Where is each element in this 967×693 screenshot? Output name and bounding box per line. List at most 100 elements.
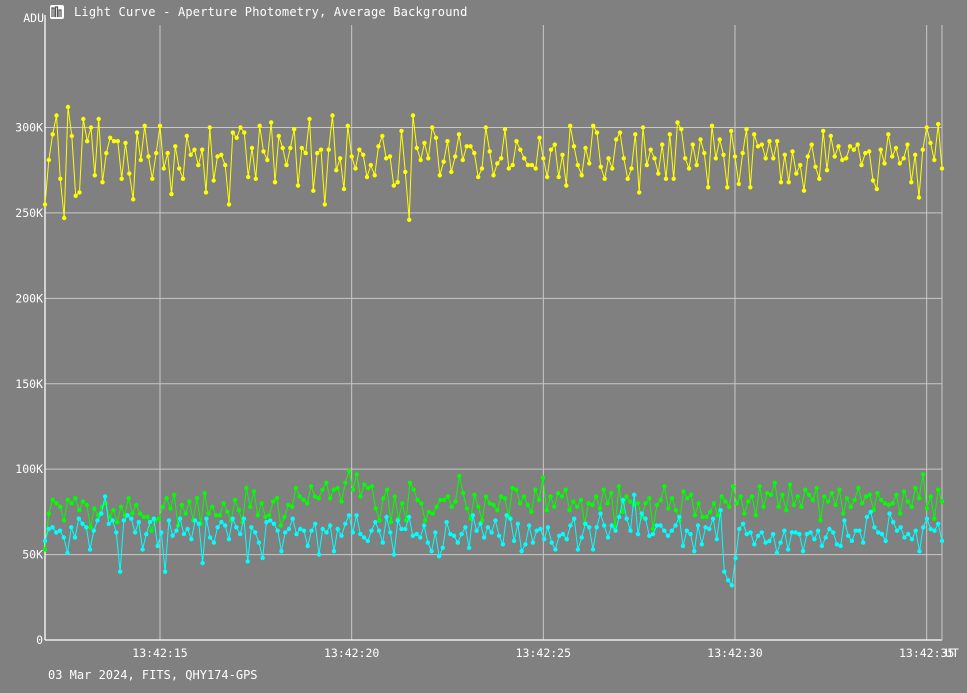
data-point <box>411 487 416 492</box>
data-point <box>57 528 63 533</box>
data-point <box>54 530 59 535</box>
data-point <box>688 531 693 537</box>
data-point <box>635 531 641 537</box>
data-point <box>320 526 325 532</box>
data-point <box>883 538 888 544</box>
data-point <box>430 125 435 130</box>
data-point <box>476 174 481 180</box>
data-point <box>72 535 78 540</box>
data-point <box>159 530 164 535</box>
data-point <box>761 504 766 509</box>
data-point <box>629 166 634 171</box>
data-point <box>710 516 716 521</box>
data-point <box>137 511 143 516</box>
data-point <box>568 523 573 528</box>
data-point <box>725 185 730 190</box>
data-point <box>722 569 727 574</box>
data-point <box>763 540 768 545</box>
data-point <box>533 166 538 171</box>
data-point <box>800 549 806 554</box>
data-point <box>241 516 247 521</box>
data-point <box>334 168 339 173</box>
data-point <box>470 513 476 518</box>
data-point <box>658 497 663 503</box>
data-point <box>729 128 734 134</box>
data-point <box>118 504 124 509</box>
data-point <box>464 506 470 511</box>
data-point <box>483 494 489 499</box>
x-tick-label: 13:42:30 <box>707 646 762 660</box>
data-point <box>707 509 713 515</box>
data-point <box>410 533 415 538</box>
app-logo-icon[interactable] <box>50 5 64 19</box>
data-point <box>54 501 59 506</box>
series-line <box>44 106 943 220</box>
data-point <box>666 506 671 511</box>
data-point <box>810 497 815 503</box>
data-point <box>548 147 554 152</box>
data-point <box>187 499 192 504</box>
data-point <box>50 497 55 503</box>
data-point <box>932 157 937 163</box>
data-point <box>924 506 929 511</box>
data-point <box>433 135 439 140</box>
data-point <box>46 157 51 163</box>
data-point <box>246 174 251 180</box>
data-point <box>117 569 123 574</box>
data-point <box>177 516 183 521</box>
data-point <box>260 555 265 561</box>
data-point <box>77 190 82 195</box>
data-point <box>564 183 569 188</box>
data-point <box>555 490 561 496</box>
data-point <box>601 487 606 492</box>
data-point <box>673 508 679 513</box>
data-point <box>763 156 768 161</box>
data-point <box>905 142 910 147</box>
data-point <box>380 133 385 139</box>
data-point <box>794 171 799 176</box>
data-point <box>559 494 565 499</box>
data-point <box>711 501 717 506</box>
data-point <box>656 171 661 176</box>
data-point <box>913 152 918 157</box>
data-point <box>553 547 558 552</box>
data-point <box>692 549 697 554</box>
data-point <box>476 504 481 509</box>
data-point <box>376 144 381 149</box>
data-point <box>667 132 672 137</box>
data-point <box>789 530 795 535</box>
data-point <box>464 144 469 149</box>
data-point <box>827 526 832 532</box>
data-point <box>226 537 232 542</box>
data-point <box>468 516 473 521</box>
data-point <box>121 518 127 523</box>
data-point <box>248 504 253 509</box>
data-point <box>829 490 834 496</box>
data-point <box>354 513 359 518</box>
data-point <box>164 496 169 501</box>
data-point <box>575 162 580 168</box>
data-point <box>138 157 143 163</box>
data-point <box>200 147 205 152</box>
data-point <box>690 142 695 147</box>
data-point <box>87 547 93 552</box>
data-point <box>557 533 562 538</box>
data-point <box>134 502 139 508</box>
data-point <box>280 145 285 151</box>
data-point <box>245 559 250 564</box>
data-point <box>131 197 136 202</box>
data-point <box>740 521 746 526</box>
data-point <box>544 508 549 513</box>
data-point <box>126 496 131 501</box>
data-point <box>632 492 637 497</box>
data-point <box>824 168 830 173</box>
data-point <box>765 490 770 496</box>
data-point <box>181 531 187 537</box>
data-point <box>523 542 528 547</box>
data-point <box>696 501 701 506</box>
data-point <box>365 485 371 491</box>
data-point <box>643 516 648 521</box>
data-point <box>249 145 255 151</box>
data-point <box>921 525 926 530</box>
data-point <box>211 540 217 545</box>
